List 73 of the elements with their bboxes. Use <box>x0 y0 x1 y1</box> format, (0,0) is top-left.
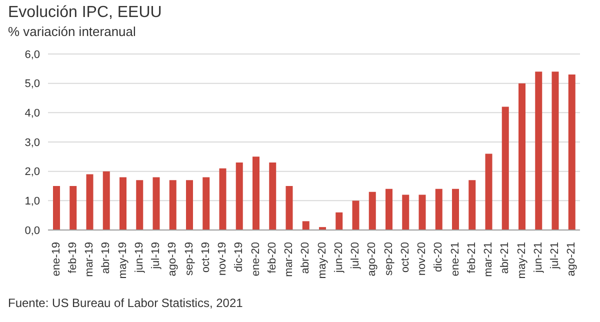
x-tick-label: oct-19 <box>200 242 212 273</box>
bar <box>269 162 276 230</box>
x-tick-label: feb-21 <box>466 242 478 274</box>
x-tick-label: sep-20 <box>382 242 395 276</box>
bar <box>518 83 526 230</box>
bar <box>86 174 94 230</box>
chart-subtitle: % variación interanual <box>8 24 136 39</box>
x-tick-label: jun-19 <box>133 242 146 274</box>
x-tick-label: ene-21 <box>449 242 462 276</box>
x-tick-label: mar-19 <box>84 242 96 277</box>
x-tick-label: feb-20 <box>266 242 278 274</box>
bar <box>568 74 576 230</box>
y-tick-label: 3,0 <box>24 136 40 149</box>
x-tick-label: may-20 <box>316 242 328 279</box>
bar <box>535 72 542 230</box>
x-tick-label: abr-20 <box>300 242 312 274</box>
bar <box>502 106 509 230</box>
bar <box>252 156 260 230</box>
x-tick-label: may-19 <box>116 242 129 279</box>
bar <box>485 154 492 230</box>
x-tick-label: jul-21 <box>549 242 562 270</box>
x-tick-label: mar-20 <box>283 242 296 277</box>
y-tick-label: 0,0 <box>24 224 40 237</box>
bar <box>286 186 293 230</box>
bar <box>102 171 110 230</box>
y-tick-label: 1,0 <box>24 196 40 208</box>
bar <box>468 180 476 230</box>
bar <box>186 180 193 230</box>
bar <box>219 168 226 230</box>
bar <box>70 186 77 230</box>
bar <box>418 194 426 230</box>
x-tick-label: abr-19 <box>100 242 112 274</box>
bar <box>352 200 360 230</box>
x-tick-label: nov-20 <box>416 242 428 276</box>
bar <box>120 177 126 230</box>
x-tick-label: nov-19 <box>216 242 229 276</box>
y-tick-label: 6,0 <box>24 48 40 61</box>
x-tick-label: oct-20 <box>399 242 412 273</box>
x-tick-label: jul-20 <box>350 242 362 270</box>
x-tick-label: may-21 <box>516 242 528 279</box>
x-tick-label: ago-19 <box>166 242 179 276</box>
bar <box>386 188 392 230</box>
bar <box>368 192 376 230</box>
bar <box>136 180 144 230</box>
chart-title: Evolución IPC, EEUU <box>8 4 162 22</box>
bar <box>152 177 160 230</box>
y-tick-label: 4,0 <box>24 108 40 120</box>
x-tick-label: dic-19 <box>233 242 246 272</box>
x-tick-label: abr-21 <box>499 242 512 274</box>
bar <box>53 186 60 230</box>
x-tick-label: ene-20 <box>250 242 262 276</box>
x-tick-label: ene-19 <box>50 242 62 276</box>
source-note: Fuente: US Bureau of Labor Statistics, 2021 <box>8 296 243 310</box>
x-tick-label: jun-21 <box>532 242 544 274</box>
y-tick-label: 5,0 <box>24 78 40 90</box>
bar <box>302 221 310 230</box>
bar <box>236 162 243 230</box>
x-tick-label: sep-19 <box>183 242 196 276</box>
bar <box>202 177 210 230</box>
x-tick-label: jul-19 <box>150 242 162 270</box>
x-tick-label: ago-21 <box>566 242 578 276</box>
bar <box>169 180 176 230</box>
x-tick-label: mar-21 <box>482 242 495 277</box>
bar <box>552 72 559 230</box>
x-tick-label: dic-20 <box>432 242 445 272</box>
bar <box>435 188 442 230</box>
bar <box>336 212 343 230</box>
x-tick-label: ago-20 <box>366 242 378 276</box>
bar <box>402 194 410 230</box>
y-tick-label: 2,0 <box>24 166 40 178</box>
x-tick-label: feb-19 <box>66 242 79 274</box>
x-tick-label: jun-20 <box>332 242 345 274</box>
bar <box>452 188 459 230</box>
